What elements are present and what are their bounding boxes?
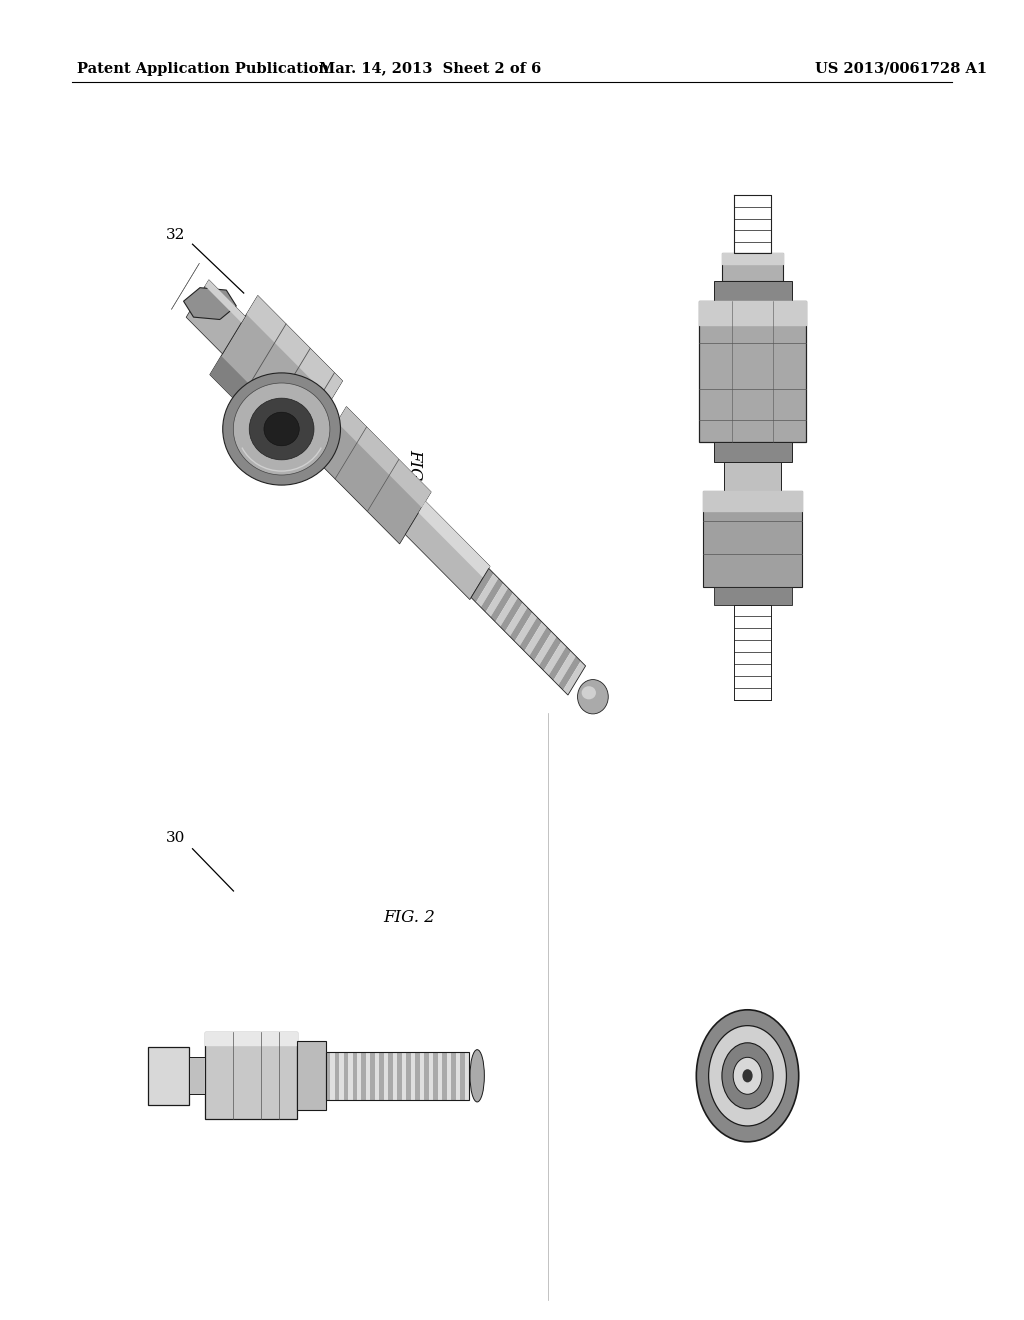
Circle shape: [722, 1043, 773, 1109]
Ellipse shape: [264, 412, 299, 446]
Circle shape: [733, 1057, 762, 1094]
Polygon shape: [703, 491, 802, 511]
Bar: [401, 1052, 407, 1100]
Bar: [297, 1041, 326, 1110]
Bar: [366, 1052, 371, 1100]
Bar: [379, 1052, 384, 1100]
Polygon shape: [490, 587, 513, 622]
Polygon shape: [186, 280, 245, 354]
Polygon shape: [481, 578, 503, 612]
Bar: [714, 442, 792, 462]
Polygon shape: [337, 407, 431, 508]
Bar: [375, 1052, 379, 1100]
Ellipse shape: [470, 1049, 484, 1102]
Polygon shape: [519, 618, 542, 651]
Bar: [361, 1052, 366, 1100]
Ellipse shape: [578, 680, 608, 714]
Ellipse shape: [223, 372, 340, 484]
Polygon shape: [529, 627, 552, 661]
Bar: [397, 1052, 401, 1100]
Polygon shape: [524, 622, 547, 656]
Polygon shape: [549, 647, 571, 680]
Polygon shape: [419, 502, 490, 578]
Polygon shape: [505, 602, 527, 636]
Bar: [407, 1052, 411, 1100]
Bar: [703, 491, 802, 587]
Text: FIG. 2: FIG. 2: [384, 909, 435, 925]
Bar: [189, 1057, 205, 1094]
Polygon shape: [544, 642, 566, 676]
Bar: [352, 1052, 357, 1100]
Bar: [335, 1052, 339, 1100]
Ellipse shape: [249, 399, 314, 459]
Text: 30: 30: [166, 832, 185, 845]
Polygon shape: [205, 280, 245, 322]
Polygon shape: [476, 573, 499, 607]
Bar: [724, 462, 781, 491]
Bar: [465, 1052, 469, 1100]
Bar: [326, 1052, 469, 1100]
Polygon shape: [722, 253, 783, 264]
Bar: [420, 1052, 424, 1100]
Bar: [393, 1052, 397, 1100]
Bar: [330, 1052, 335, 1100]
Polygon shape: [210, 296, 342, 459]
Polygon shape: [500, 598, 522, 632]
Bar: [714, 281, 792, 301]
Text: 32: 32: [166, 228, 185, 242]
Bar: [714, 587, 792, 605]
Polygon shape: [553, 651, 575, 685]
Bar: [451, 1052, 456, 1100]
Polygon shape: [535, 632, 556, 665]
Polygon shape: [515, 612, 538, 647]
Polygon shape: [699, 301, 806, 325]
Bar: [371, 1052, 375, 1100]
Bar: [357, 1052, 361, 1100]
Polygon shape: [205, 1032, 297, 1045]
Bar: [205, 1032, 297, 1119]
Bar: [456, 1052, 460, 1100]
Text: Patent Application Publication: Patent Application Publication: [77, 62, 329, 75]
Text: Mar. 14, 2013  Sheet 2 of 6: Mar. 14, 2013 Sheet 2 of 6: [318, 62, 542, 75]
Bar: [348, 1052, 352, 1100]
Polygon shape: [485, 583, 508, 616]
Bar: [384, 1052, 388, 1100]
Bar: [388, 1052, 393, 1100]
Bar: [460, 1052, 465, 1100]
Polygon shape: [471, 569, 494, 602]
Bar: [416, 1052, 420, 1100]
Circle shape: [696, 1010, 799, 1142]
Polygon shape: [510, 607, 532, 642]
Bar: [424, 1052, 429, 1100]
Bar: [699, 301, 806, 442]
Bar: [442, 1052, 446, 1100]
Bar: [411, 1052, 416, 1100]
Polygon shape: [563, 661, 586, 696]
Bar: [437, 1052, 442, 1100]
Bar: [429, 1052, 433, 1100]
Circle shape: [709, 1026, 786, 1126]
Polygon shape: [183, 288, 237, 319]
Bar: [326, 1052, 330, 1100]
Bar: [344, 1052, 348, 1100]
Text: FIG. 3: FIG. 3: [407, 449, 423, 502]
Ellipse shape: [233, 383, 330, 475]
Bar: [722, 253, 783, 281]
Bar: [339, 1052, 344, 1100]
Polygon shape: [558, 656, 581, 690]
Polygon shape: [210, 356, 306, 459]
Text: US 2013/0061728 A1: US 2013/0061728 A1: [815, 62, 987, 75]
Polygon shape: [315, 407, 431, 544]
Bar: [446, 1052, 451, 1100]
Polygon shape: [247, 296, 342, 400]
Ellipse shape: [582, 686, 596, 700]
Bar: [433, 1052, 437, 1100]
Polygon shape: [406, 502, 490, 599]
Polygon shape: [496, 593, 518, 627]
Bar: [148, 1047, 189, 1105]
Polygon shape: [539, 636, 561, 671]
Circle shape: [742, 1069, 753, 1082]
